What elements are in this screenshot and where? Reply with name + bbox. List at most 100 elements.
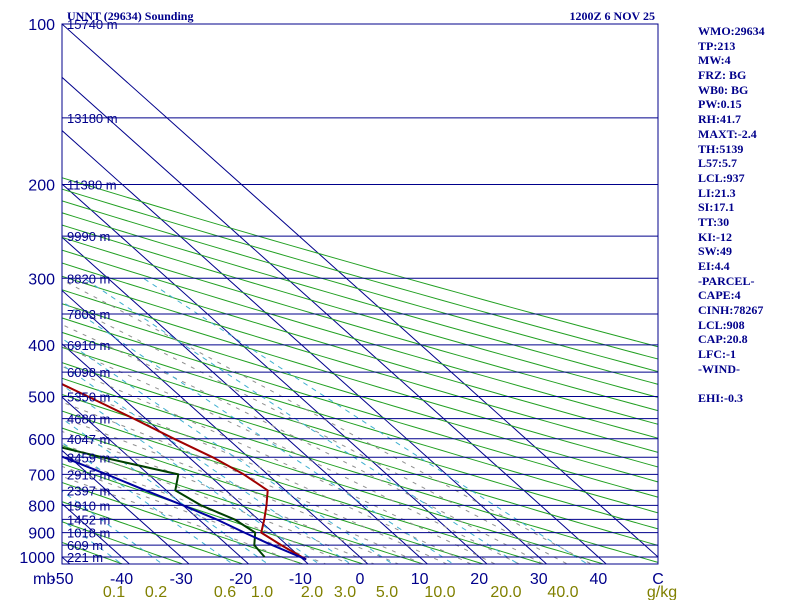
dry-adiabat-line	[62, 275, 658, 453]
dry-adiabat-line	[62, 481, 305, 564]
dry-adiabat-line	[62, 463, 365, 564]
mixing-ratio-line	[62, 364, 352, 564]
height-label: 9990 m	[67, 229, 110, 244]
height-label: 1452 m	[67, 512, 110, 527]
temperature-unit-label: C	[652, 571, 664, 588]
height-label: 7803 m	[67, 307, 110, 322]
index-row: PW:0.15	[698, 97, 742, 112]
mixing-ratio-line	[62, 337, 394, 564]
dry-adiabat-line	[62, 236, 658, 412]
index-row: MW:4	[698, 53, 731, 68]
index-row: SW:49	[698, 244, 733, 259]
dry-adiabat-line	[62, 317, 658, 498]
pressure-tick-label: 500	[28, 390, 55, 407]
dry-adiabat-line	[62, 224, 658, 398]
index-row: MAXT:-2.4	[698, 126, 757, 141]
pressure-tick-label: 100	[28, 17, 55, 34]
isotherm-line	[62, 183, 488, 564]
moist-adiabat-line	[62, 384, 473, 564]
isotherm-line	[62, 343, 309, 564]
temperature-tick-label: 40	[590, 571, 608, 588]
dry-adiabat-line	[62, 377, 658, 563]
height-label: 13180 m	[67, 111, 118, 126]
dewpoint-trace	[62, 446, 266, 558]
mixing-ratio-tick-label: 0.2	[145, 584, 167, 600]
temperature-tick-label: -50	[50, 571, 73, 588]
index-row: LCL:937	[698, 170, 745, 185]
isotherm-line	[62, 236, 429, 564]
dry-adiabat-line	[62, 427, 486, 564]
index-row: WMO:29634	[698, 24, 765, 38]
plot-background	[62, 24, 658, 564]
dry-adiabat-line	[62, 501, 245, 564]
dry-adiabat-line	[62, 331, 658, 514]
chart-timestamp: 1200Z 6 NOV 25	[570, 9, 655, 23]
dry-adiabat-line	[62, 212, 658, 385]
sounding-traces	[62, 382, 307, 561]
height-label: 4680 m	[67, 412, 110, 427]
index-row: SI:17.1	[698, 200, 735, 215]
index-row: WB0: BG	[698, 82, 749, 97]
index-row: RH:41.7	[698, 112, 741, 127]
pressure-tick-label: 600	[28, 432, 55, 449]
pressure-tick-label: 200	[28, 177, 55, 194]
isotherm-line	[62, 289, 369, 564]
temperature-tick-label: 10	[411, 571, 429, 588]
index-row	[698, 377, 798, 392]
mixing-ratio-tick-label: 2.0	[301, 584, 323, 600]
index-row: CAP:20.8	[698, 332, 748, 347]
mixing-ratio-line	[83, 277, 520, 564]
temperature-trace	[62, 382, 307, 561]
isotherm-line	[62, 24, 658, 558]
dry-adiabat-line	[62, 393, 606, 564]
dry-adiabat-line	[62, 362, 658, 546]
mixing-ratio-tick-label: 3.0	[334, 584, 356, 600]
height-label: 8820 m	[67, 271, 110, 286]
height-label: 5350 m	[67, 390, 110, 405]
axis-labels: 15740 m 13180 m 11380 m 9990 m 8820 m 7803 m 6…	[19, 17, 677, 600]
moist-adiabat-line	[62, 301, 569, 564]
index-row: TP:213	[698, 38, 736, 53]
mixing-ratio-line	[62, 417, 269, 564]
height-label: 6910 m	[67, 338, 110, 353]
mixing-ratio-tick-label: 0.6	[214, 584, 236, 600]
moist-adiabat-line	[62, 365, 497, 564]
moist-adiabat-line	[62, 279, 593, 564]
temperature-tick-label: 20	[470, 571, 488, 588]
index-row: -WIND-	[698, 361, 740, 376]
chart-grid	[62, 24, 658, 564]
dry-adiabat-line	[62, 445, 425, 564]
height-label: 6098 m	[67, 365, 110, 380]
index-row: CAPE:4	[698, 288, 741, 303]
index-row: L57:5.7	[698, 156, 737, 171]
mixing-ratio-line	[62, 301, 455, 564]
height-label: 4047 m	[67, 432, 110, 447]
height-label: 2397 m	[67, 483, 110, 498]
index-row: FRZ: BG	[698, 68, 747, 83]
pressure-tick-label: 400	[28, 338, 55, 355]
temperature-tick-label: 30	[530, 571, 548, 588]
mixing-ratio-tick-label: 20.0	[490, 584, 521, 600]
dry-adiabat-line	[62, 303, 658, 483]
mixing-ratio-tick-label: 40.0	[547, 584, 578, 600]
pressure-tick-label: 700	[28, 467, 55, 484]
pressure-tick-label: 900	[28, 526, 55, 543]
height-label: 2915 m	[67, 467, 110, 482]
dry-adiabat-line	[62, 262, 658, 439]
moist-adiabat-line	[62, 345, 521, 564]
dry-adiabat-line	[62, 188, 658, 360]
moist-adiabat-line	[62, 401, 448, 564]
chart-title: UNNT (29634) Sounding	[67, 9, 193, 23]
pressure-tick-label: 800	[28, 498, 55, 515]
temperature-tick-label: -20	[229, 571, 252, 588]
mixing-ratio-line	[143, 277, 589, 564]
mixing-ratio-tick-label: 0.1	[103, 584, 125, 600]
index-row: LFC:-1	[698, 347, 736, 362]
height-label: 1910 m	[67, 498, 110, 513]
height-label: 221 m	[67, 550, 103, 565]
parcel-trace	[62, 455, 307, 561]
dry-adiabat-line	[62, 410, 546, 564]
temperature-tick-label: -10	[289, 571, 312, 588]
pressure-unit-label: mb	[33, 571, 55, 588]
